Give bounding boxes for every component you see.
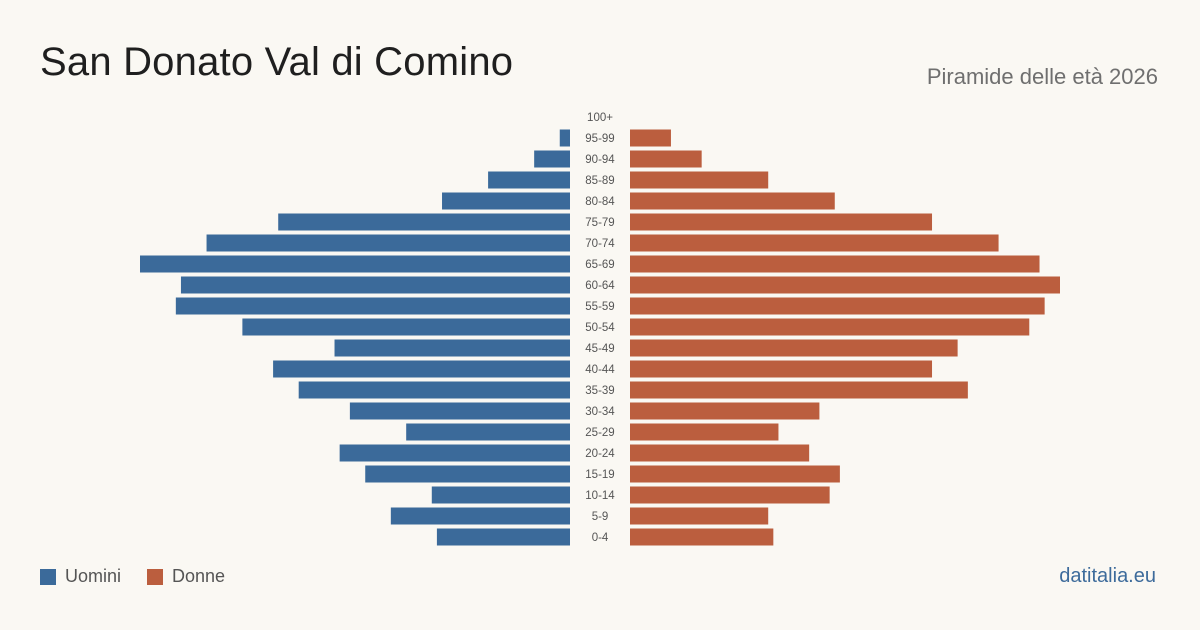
bar-men-35-39: [298, 381, 570, 399]
bar-men-85-89: [488, 171, 570, 189]
bar-women-95-99: [630, 129, 671, 147]
bar-men-25-29: [406, 423, 570, 441]
age-label-30-34: 30-34: [585, 406, 615, 418]
bar-women-30-34: [630, 402, 820, 420]
age-label-50-54: 50-54: [585, 322, 615, 334]
bar-men-60-64: [180, 276, 570, 294]
brand-link[interactable]: datitalia.eu: [1059, 565, 1156, 587]
age-label-25-29: 25-29: [585, 427, 614, 439]
bar-men-30-34: [349, 402, 570, 420]
age-label-95-99: 95-99: [585, 133, 614, 145]
bar-men-80-84: [442, 192, 570, 210]
bar-women-80-84: [630, 192, 835, 210]
age-label-0-4: 0-4: [592, 532, 609, 544]
bar-men-15-19: [365, 465, 570, 483]
bar-men-55-59: [175, 297, 571, 315]
bar-women-55-59: [630, 297, 1045, 315]
bar-women-25-29: [630, 423, 779, 441]
bar-women-90-94: [630, 150, 702, 168]
age-label-45-49: 45-49: [585, 343, 614, 355]
legend-swatch-men: [40, 568, 56, 585]
bar-men-75-79: [278, 213, 570, 231]
bar-women-75-79: [630, 213, 933, 231]
age-label-35-39: 35-39: [585, 385, 614, 397]
age-label-60-64: 60-64: [585, 280, 615, 292]
bar-men-20-24: [339, 444, 570, 462]
bar-women-65-69: [630, 255, 1040, 273]
legend-item-women: Donne: [147, 566, 225, 587]
age-label-100plus: 100+: [587, 112, 613, 124]
age-label-5-9: 5-9: [592, 511, 609, 523]
bar-women-40-44: [630, 360, 933, 378]
bar-women-15-19: [630, 465, 840, 483]
chart-title: San Donato Val di Comino: [40, 40, 514, 84]
legend-label-women: Donne: [172, 566, 226, 586]
bar-men-40-44: [273, 360, 570, 378]
bar-women-5-9: [630, 507, 769, 525]
age-label-20-24: 20-24: [585, 448, 615, 460]
age-label-70-74: 70-74: [585, 238, 615, 250]
legend-item-men: Uomini: [40, 566, 121, 587]
age-label-80-84: 80-84: [585, 196, 615, 208]
bar-women-70-74: [630, 234, 999, 252]
chart-subtitle: Piramide delle età 2026: [926, 64, 1158, 89]
bar-women-45-49: [630, 339, 958, 357]
bar-men-5-9: [390, 507, 570, 525]
legend: Uomini Donne: [40, 566, 251, 587]
age-label-65-69: 65-69: [585, 259, 614, 271]
age-label-10-14: 10-14: [585, 490, 615, 502]
age-label-40-44: 40-44: [585, 364, 615, 376]
age-label-85-89: 85-89: [585, 175, 614, 187]
bar-men-95-99: [559, 129, 570, 147]
bar-men-70-74: [206, 234, 571, 252]
bar-women-35-39: [630, 381, 968, 399]
bar-men-10-14: [431, 486, 570, 504]
bar-men-45-49: [334, 339, 570, 357]
legend-swatch-women: [147, 568, 164, 585]
bar-men-90-94: [534, 150, 570, 168]
bar-men-0-4: [436, 528, 570, 546]
bar-men-65-69: [140, 255, 570, 273]
bar-women-10-14: [630, 486, 830, 504]
bar-women-0-4: [630, 528, 774, 546]
bar-men-50-54: [242, 318, 570, 336]
age-label-15-19: 15-19: [585, 469, 614, 481]
legend-label-men: Uomini: [65, 566, 122, 586]
bar-women-20-24: [630, 444, 810, 462]
age-label-90-94: 90-94: [585, 154, 615, 166]
bar-women-50-54: [630, 318, 1030, 336]
age-label-55-59: 55-59: [585, 301, 614, 313]
bar-women-85-89: [630, 171, 769, 189]
bar-women-60-64: [630, 276, 1060, 294]
age-label-75-79: 75-79: [585, 217, 614, 229]
